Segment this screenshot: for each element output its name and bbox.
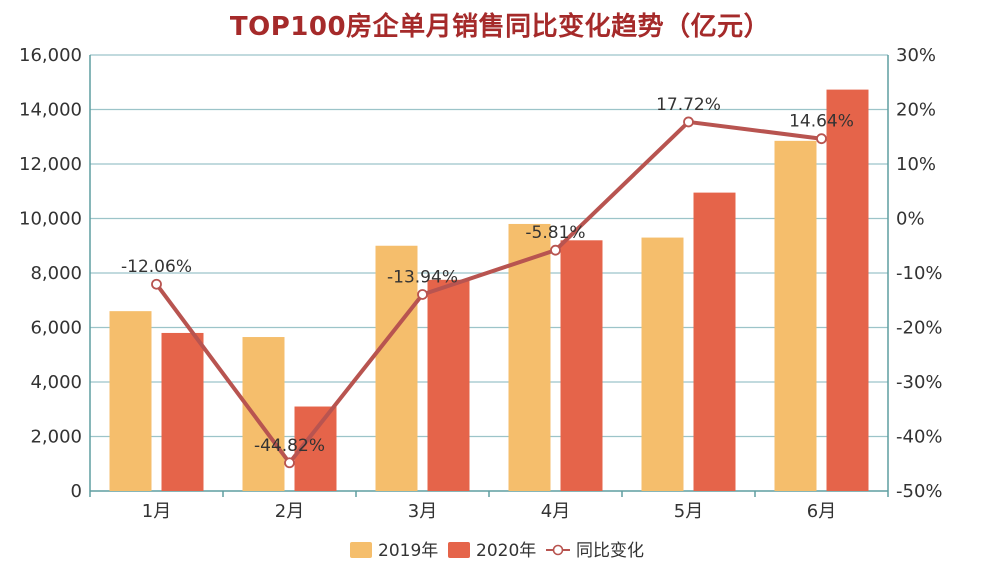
y2-tick-label: -30% — [896, 372, 943, 393]
data-label: -5.81% — [525, 223, 585, 243]
y2-tick-label: -10% — [896, 263, 943, 284]
y-tick-label: 8,000 — [30, 263, 82, 284]
legend-label: 同比变化 — [576, 541, 644, 561]
bar-2020年 — [826, 89, 869, 492]
y-tick-label: 6,000 — [30, 318, 82, 339]
bar-2019年 — [641, 237, 684, 491]
bar-2019年 — [508, 223, 551, 491]
x-tick-label: 4月 — [541, 501, 570, 522]
bar-2020年 — [560, 240, 603, 491]
x-tick-label: 6月 — [807, 501, 836, 522]
line-point — [151, 278, 162, 290]
data-label: -44.82% — [254, 436, 325, 456]
bar-2020年 — [161, 332, 204, 491]
data-label: -12.06% — [121, 257, 192, 277]
y2-tick-label: 20% — [896, 100, 936, 121]
data-label: 17.72% — [656, 95, 721, 115]
y2-tick-label: 0% — [896, 209, 925, 230]
y-tick-label: 4,000 — [30, 372, 82, 393]
legend-marker — [552, 544, 564, 556]
y-tick-label: 0 — [71, 481, 82, 502]
y-tick-label: 10,000 — [19, 209, 82, 230]
line-point — [550, 244, 561, 256]
line-point — [284, 457, 295, 469]
bar-2019年 — [242, 337, 285, 491]
line-同比变化 — [154, 119, 822, 465]
bar-2020年 — [693, 192, 736, 492]
legend-swatch-2019年 — [350, 542, 372, 558]
y2-tick-label: 10% — [896, 154, 936, 175]
x-tick-label: 1月 — [142, 501, 171, 522]
y2-tick-label: -50% — [896, 481, 943, 502]
bar-2019年 — [109, 311, 152, 491]
legend-label: 2019年 — [378, 541, 438, 561]
line-point — [417, 289, 428, 300]
x-tick-label: 2月 — [275, 501, 304, 522]
y2-tick-label: -40% — [896, 427, 943, 448]
data-label: -13.94% — [387, 267, 458, 287]
y-tick-label: 14,000 — [19, 100, 82, 121]
chart-title: TOP100房企单月销售同比变化趋势（亿元） — [229, 12, 771, 42]
y2-tick-label: 30% — [896, 45, 936, 66]
line-point — [683, 116, 694, 128]
x-tick-label: 5月 — [674, 501, 703, 522]
data-label: 14.64% — [789, 112, 854, 132]
y2-tick-label: -20% — [896, 318, 943, 339]
legend-swatch-2020年 — [448, 542, 470, 558]
bar-2019年 — [774, 140, 817, 491]
y-tick-label: 2,000 — [30, 427, 82, 448]
y-tick-label: 12,000 — [19, 154, 82, 175]
y-tick-label: 16,000 — [19, 45, 82, 66]
x-tick-label: 3月 — [408, 501, 437, 522]
bar-2019年 — [375, 245, 418, 491]
line-point — [816, 133, 827, 145]
legend-label: 2020年 — [476, 541, 536, 561]
bar-2020年 — [427, 279, 470, 491]
